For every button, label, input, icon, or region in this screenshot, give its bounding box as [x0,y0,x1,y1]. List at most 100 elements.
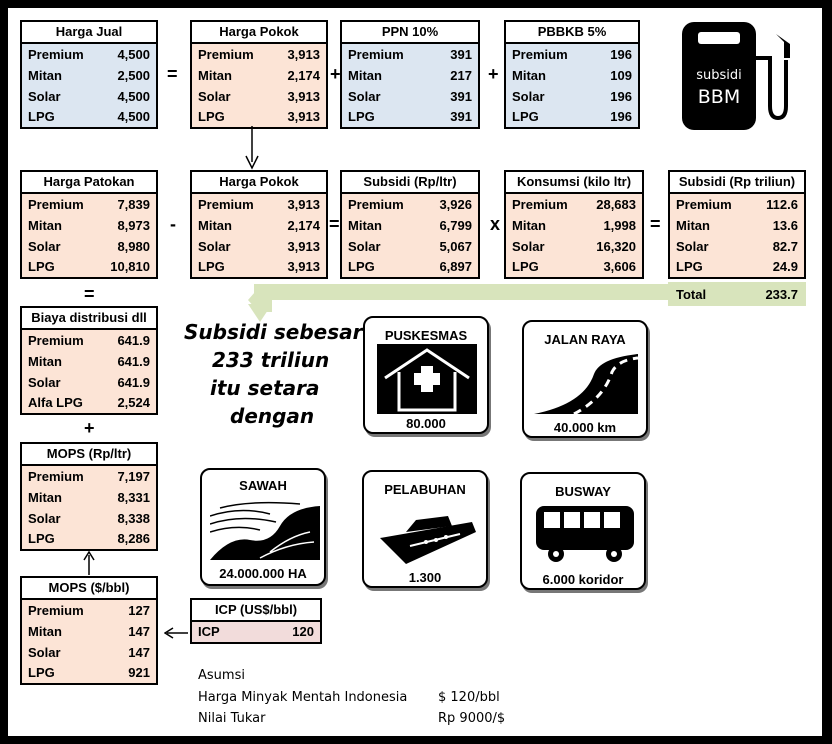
row-value: 391 [450,89,472,104]
table-row: Mitan 1,998 [506,215,642,236]
table-body: ICP 120 [192,622,320,642]
row-value: 5,067 [439,239,472,254]
row-value: 147 [128,624,150,639]
table-body: Premium 4,500 Mitan 2,500 Solar 4,500 LPG 4,… [22,44,156,127]
row-label: Premium [28,603,84,618]
table-title: Harga Pokok [192,22,326,44]
rice-field-icon [210,501,320,560]
row-label: Premium [28,333,84,348]
row-value: 3,913 [287,259,320,274]
table-row: Solar 641.9 [22,372,156,393]
row-label: Solar [28,239,61,254]
table-biaya-distribusi: Biaya distribusi dll Premium 641.9 Mitan 6… [20,306,158,415]
table-row: Premium 391 [342,44,478,65]
row-value: 7,197 [117,469,150,484]
row-value: 127 [128,603,150,618]
table-konsumsi: Konsumsi (kilo ltr) Premium 28,683 Mitan 1… [504,170,644,279]
row-label: Mitan [198,68,232,83]
sign-title: PELABUHAN [384,482,466,497]
fuel-pump-icon: subsidi BBM [678,20,798,132]
row-label: Mitan [28,68,62,83]
table-row: Solar 8,338 [22,508,156,529]
row-label: LPG [512,259,539,274]
table-row: Mitan 217 [342,65,478,86]
row-label: Premium [198,47,254,62]
table-row: Mitan 13.6 [670,215,804,236]
asumsi-value-1: $ 120/bbl [438,690,500,705]
ship-icon [380,516,476,564]
sign-title: JALAN RAYA [544,332,626,347]
row-value: 3,913 [287,239,320,254]
table-body: Premium 391 Mitan 217 Solar 391 LPG 391 [342,44,478,127]
row-label: Solar [28,375,61,390]
table-title: Harga Patokan [22,172,156,194]
equals-operator: = [650,214,661,234]
total-row: Total 233.7 [668,282,806,306]
row-label: Mitan [348,68,382,83]
row-label: LPG [676,259,703,274]
table-title: ICP (US$/bbl) [192,600,320,622]
table-title: Harga Jual [22,22,156,44]
table-ppn: PPN 10% Premium 391 Mitan 217 Solar 391 LPG… [340,20,480,129]
table-row: LPG 196 [506,107,638,127]
row-label: Premium [676,197,732,212]
fuel-icon-line2: BBM [697,86,741,108]
row-value: 147 [128,645,150,660]
table-mops-bbl: MOPS ($/bbl) Premium 127 Mitan 147 Solar 14… [20,576,158,685]
minus-operator: - [170,214,176,234]
asumsi-value-2: Rp 9000/$ [438,711,506,726]
row-label: Premium [512,47,568,62]
equals-operator: = [329,214,340,234]
row-label: LPG [28,109,55,124]
row-value: 120 [292,624,314,639]
table-subsidi-ltr: Subsidi (Rp/ltr) Premium 3,926 Mitan 6,799… [340,170,480,279]
table-row: Mitan 2,174 [192,215,326,236]
equals-operator: = [84,284,95,304]
table-row: Premium 127 [22,600,156,621]
table-row: Mitan 2,500 [22,65,156,86]
row-value: 3,926 [439,197,472,212]
row-label: Solar [198,89,231,104]
arrow-down-icon [245,126,259,170]
row-label: Mitan [198,218,232,233]
sign-pelabuhan: PELABUHAN 1.300 [362,470,488,588]
table-row: Solar 147 [22,642,156,663]
table-row: LPG 3,606 [506,257,642,277]
row-label: Alfa LPG [28,395,83,410]
table-harga-pokok-mid: Harga Pokok Premium 3,913 Mitan 2,174 Sola… [190,170,328,279]
sign-value: 1.300 [408,570,442,585]
row-value: 3,913 [287,197,320,212]
table-row: Mitan 8,331 [22,487,156,508]
table-row: Solar 391 [342,86,478,107]
row-label: LPG [512,109,539,124]
table-row: Solar 196 [506,86,638,107]
row-label: Solar [348,89,381,104]
row-label: Premium [28,47,84,62]
row-value: 641.9 [117,375,150,390]
row-label: Mitan [28,218,62,233]
table-row: Premium 3,913 [192,44,326,65]
sign-value: 80.000 [406,416,446,431]
row-label: Premium [512,197,568,212]
row-value: 641.9 [117,354,150,369]
equals-operator: = [167,64,178,84]
table-row: LPG 3,913 [192,257,326,277]
row-value: 641.9 [117,333,150,348]
row-value: 8,331 [117,490,150,505]
table-row: ICP 120 [192,622,320,642]
row-value: 8,973 [117,218,150,233]
table-title: Biaya distribusi dll [22,308,156,330]
row-label: Solar [512,89,545,104]
row-value: 7,839 [117,197,150,212]
table-body: Premium 7,839 Mitan 8,973 Solar 8,980 LPG 10… [22,194,156,277]
sign-value: 40.000 km [553,420,617,435]
table-title: Harga Pokok [192,172,326,194]
plus-operator: + [330,64,341,84]
hospital-icon [377,344,477,414]
table-pbbkb: PBBKB 5% Premium 196 Mitan 109 Solar 196 LP… [504,20,640,129]
table-body: Premium 7,197 Mitan 8,331 Solar 8,338 LPG 8,… [22,466,156,549]
table-row: Premium 196 [506,44,638,65]
sign-title: BUSWAY [555,484,611,499]
row-label: Solar [28,89,61,104]
table-mops-ltr: MOPS (Rp/ltr) Premium 7,197 Mitan 8,331 So… [20,442,158,551]
